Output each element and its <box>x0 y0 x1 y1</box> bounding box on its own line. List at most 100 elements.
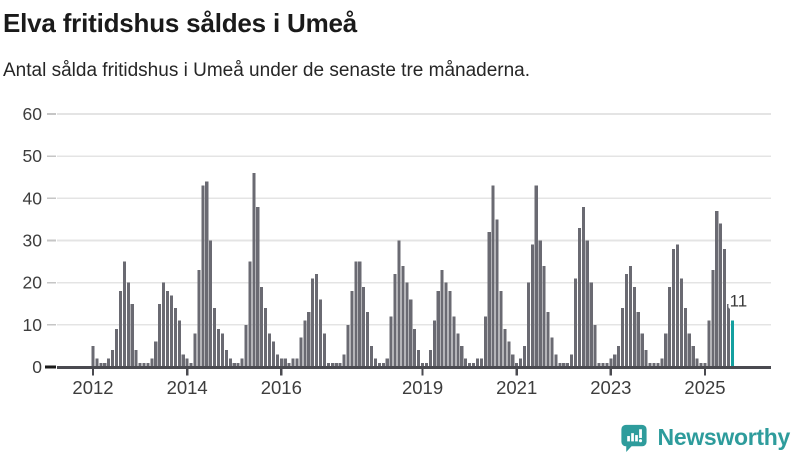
bar-2013-09 <box>169 295 174 367</box>
y-axis-label: 40 <box>23 188 43 208</box>
bar-2020-02 <box>471 362 476 367</box>
bar-2020-05 <box>483 316 487 367</box>
bar-2014-09 <box>216 329 221 367</box>
bar-2020-07 <box>491 185 495 367</box>
bar-2017-01 <box>326 362 330 367</box>
bar-2022-03 <box>570 354 574 367</box>
bar-2015-07 <box>256 206 260 367</box>
bar-2021-06 <box>534 185 538 367</box>
bar-2017-02 <box>330 362 334 367</box>
x-axis-label: 2014 <box>167 377 208 398</box>
bar-2024-02 <box>660 358 664 367</box>
bar-2024-06 <box>675 244 680 367</box>
bar-2023-09 <box>640 333 644 367</box>
bar-2018-09 <box>405 282 409 367</box>
bar-2017-07 <box>350 291 354 367</box>
bar-2013-07 <box>162 282 166 367</box>
bar-2017-06 <box>346 324 350 367</box>
bar-2018-08 <box>401 265 405 367</box>
bar-2022-08 <box>589 282 593 367</box>
bar-2012-10 <box>126 282 130 367</box>
bar-2012-09 <box>122 261 126 367</box>
bar-2013-10 <box>173 307 177 367</box>
x-axis-label: 2025 <box>684 377 725 398</box>
bar-2016-04 <box>291 358 295 367</box>
bar-2013-12 <box>181 354 185 367</box>
bar-2018-01 <box>373 358 378 367</box>
bar-2019-01 <box>420 362 425 367</box>
bar-2019-11 <box>460 345 464 367</box>
bar-2021-08 <box>542 265 546 367</box>
bar-2014-07 <box>209 240 213 367</box>
bar-2013-05 <box>154 341 158 367</box>
bar-2016-10 <box>315 274 319 367</box>
y-axis-label: 60 <box>23 104 43 124</box>
y-axis-label: 30 <box>23 231 43 251</box>
chart-subtitle: Antal sålda fritidshus i Umeå under de s… <box>3 59 531 81</box>
bar-2016-07 <box>303 320 307 367</box>
bar-2017-11 <box>366 312 370 367</box>
bar-2022-07 <box>585 240 589 367</box>
bar-2018-11 <box>413 329 417 367</box>
bar-2015-08 <box>260 286 264 367</box>
bar-2025-04 <box>715 210 719 367</box>
bar-2015-09 <box>264 307 268 367</box>
x-axis-label: 2016 <box>261 377 302 398</box>
bar-2023-06 <box>628 265 633 367</box>
bar-2012-03 <box>99 362 103 367</box>
bar-2019-09 <box>452 316 456 367</box>
bar-2025-06 <box>723 248 727 367</box>
y-axis-label: 20 <box>23 273 43 293</box>
bar-2021-04 <box>526 282 531 367</box>
bar-2023-08 <box>636 312 640 367</box>
bar-2022-01 <box>562 362 566 367</box>
bar-2016-02 <box>283 358 287 367</box>
bar-2023-01 <box>609 358 613 367</box>
bar-2012-05 <box>107 358 111 367</box>
bar-2020-12 <box>511 354 515 367</box>
bar-2015-12 <box>275 354 279 367</box>
bar-2025-07 <box>726 303 731 367</box>
bar-2021-01 <box>515 362 519 367</box>
bar-2022-12 <box>605 362 609 367</box>
bar-2020-09 <box>499 291 503 367</box>
bar-2024-12 <box>699 362 703 367</box>
bar-2013-02 <box>142 362 146 367</box>
x-axis-label: 2019 <box>402 377 443 398</box>
bar-2012-07 <box>114 329 119 367</box>
bar-2020-08 <box>495 219 499 367</box>
bar-2021-12 <box>558 362 562 367</box>
bar-2020-11 <box>507 341 511 367</box>
bar-2017-08 <box>354 261 358 367</box>
bar-2018-03 <box>381 362 385 367</box>
bar-2017-04 <box>338 362 342 367</box>
bar-2020-01 <box>468 362 472 367</box>
x-axis-label: 2021 <box>496 377 537 398</box>
x-axis-label: 2012 <box>72 377 113 398</box>
bar-2015-11 <box>271 341 276 367</box>
bar-2025-02 <box>707 320 711 367</box>
bar-2024-11 <box>695 358 699 367</box>
bar-2024-04 <box>668 286 672 367</box>
bar-2016-09 <box>311 278 315 367</box>
bar-2012-08 <box>118 291 123 367</box>
bar-2014-04 <box>197 270 201 367</box>
bar-2014-05 <box>201 185 205 367</box>
bar-2022-02 <box>566 362 570 367</box>
bar-2013-08 <box>165 291 170 367</box>
bar-2013-06 <box>158 303 162 367</box>
bar-2015-04 <box>244 324 248 367</box>
bar-2019-05 <box>436 291 440 367</box>
bar-2022-05 <box>577 227 582 367</box>
bar-2012-06 <box>111 350 115 367</box>
bar-chart-svg: 0 10 20 30 40 50 60 2012 2014 2016 2019 2021 2023 202… <box>23 104 771 398</box>
bar-2017-05 <box>342 354 346 367</box>
bar-2023-05 <box>624 274 629 367</box>
bar-2012-12 <box>134 350 138 367</box>
bar-2022-04 <box>573 278 578 367</box>
bar-2018-04 <box>385 358 389 367</box>
bar-2023-02 <box>613 354 617 367</box>
bar-2023-04 <box>621 307 625 367</box>
bar-2012-02 <box>95 358 99 367</box>
bar-2017-10 <box>362 286 366 367</box>
